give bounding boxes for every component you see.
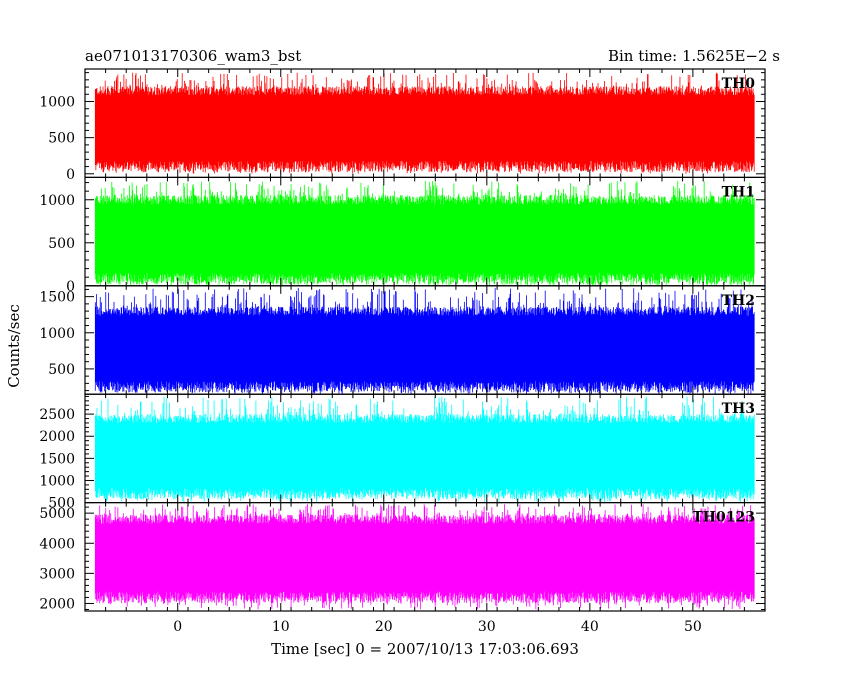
y-tick-label: 4000 [39, 536, 75, 552]
series-th1 [94, 180, 755, 286]
series-th2 [94, 288, 755, 395]
y-tick-label: 500 [48, 131, 75, 147]
y-tick-label: 0 [66, 167, 75, 183]
panel-label-th2: TH2 [722, 293, 755, 309]
chart-title: ae071013170306_wam3_bst [85, 47, 301, 65]
y-tick-label: 2000 [39, 596, 75, 612]
panel-label-th0123: TH0123 [692, 510, 755, 526]
panel-th3: 500 1000 1500 2000 2500 TH3 [39, 393, 766, 512]
y-tick-label: 1000 [39, 95, 75, 111]
panel-th0: 0 500 1000 TH0 [39, 68, 766, 183]
panel-label-th0: TH0 [722, 76, 756, 92]
x-tick-label: 20 [375, 619, 393, 635]
panels-group: 0 500 1000 TH0 0 500 1000 TH1 500 1000 1500 TH2 500 1… [39, 68, 766, 612]
y-tick-label: 1000 [39, 326, 75, 342]
y-tick-label: 500 [48, 496, 75, 512]
y-tick-label: 3000 [39, 566, 75, 582]
y-tick-label: 500 [48, 236, 75, 252]
y-tick-label: 2000 [39, 429, 75, 445]
panel-th2: 500 1000 1500 TH2 [39, 285, 766, 395]
x-axis: 0 10 20 30 40 50 [173, 619, 702, 635]
y-tick-label: 500 [48, 362, 75, 378]
x-tick-label: 50 [684, 619, 702, 635]
series-th0 [94, 72, 755, 174]
y-tick-label: 5000 [39, 506, 75, 522]
x-tick-label: 0 [173, 619, 182, 635]
series-th0123 [94, 504, 755, 610]
panel-th1: 0 500 1000 TH1 [39, 176, 766, 295]
x-tick-label: 40 [581, 619, 599, 635]
panel-frame [84, 502, 766, 612]
y-tick-label: 1500 [39, 451, 75, 467]
y-tick-label: 1500 [39, 290, 75, 306]
panel-label-th3: TH3 [722, 401, 755, 417]
y-tick-label: 1000 [39, 193, 75, 209]
x-axis-label: Time [sec] 0 = 2007/10/13 17:03:06.693 [271, 640, 579, 658]
bin-time-label: Bin time: 1.5625E−2 s [608, 47, 780, 65]
series-th3 [94, 396, 755, 503]
y-tick-label: 2500 [39, 407, 75, 423]
x-tick-label: 30 [478, 619, 496, 635]
panel-label-th1: TH1 [722, 184, 755, 200]
y-axis-label: Counts/sec [5, 304, 23, 388]
y-tick-label: 0 [66, 279, 75, 295]
x-tick-label: 10 [272, 619, 290, 635]
panel-th0123: 2000 3000 4000 5000 TH0123 [39, 502, 766, 612]
y-tick-label: 1000 [39, 473, 75, 489]
